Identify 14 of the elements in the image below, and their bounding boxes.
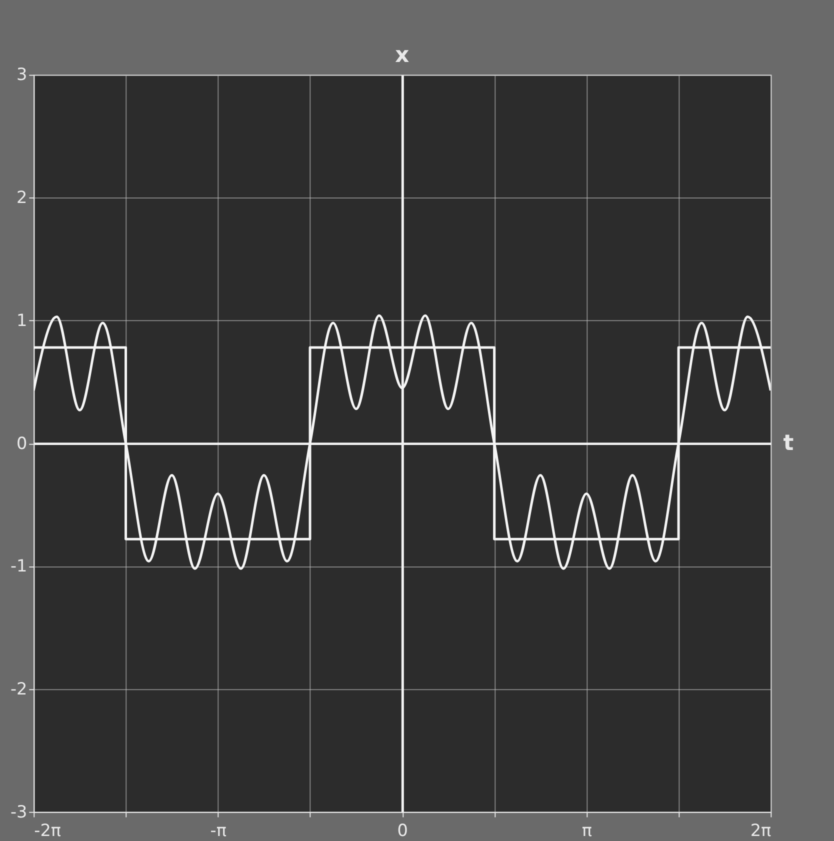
y-axis-title: x	[395, 42, 410, 68]
y-tick-label: 0	[16, 432, 28, 453]
x-tick-label: -π	[210, 820, 226, 840]
y-tick-label: 3	[16, 64, 28, 84]
y-tick-label: -3	[10, 801, 28, 822]
y-tick-label: 1	[16, 310, 28, 330]
x-tick-label: π	[582, 820, 592, 840]
x-tick-label: 2π	[750, 820, 772, 840]
x-tick-label: -2π	[34, 820, 62, 840]
y-tick-label: -2	[10, 678, 28, 698]
x-tick-label: 0	[397, 820, 408, 840]
y-tick-label: -1	[10, 556, 28, 576]
x-axis-title: t	[783, 431, 794, 456]
y-tick-label: 2	[16, 187, 28, 208]
